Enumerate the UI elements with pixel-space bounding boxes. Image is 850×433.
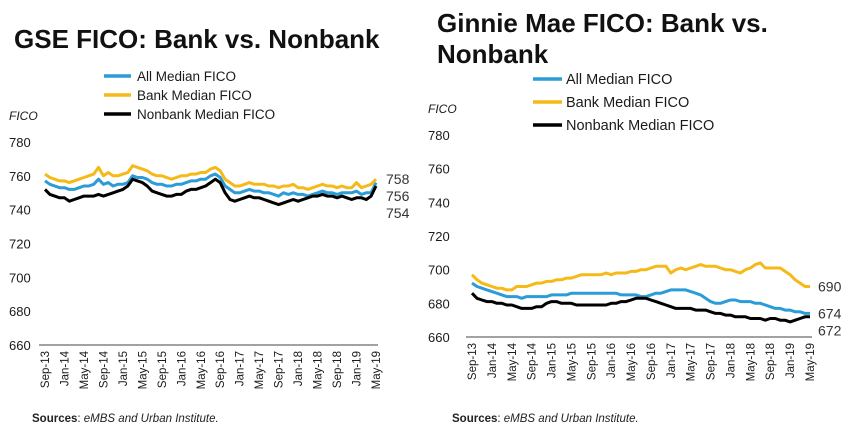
ginnie-mae-fico-panel: Ginnie Mae FICO: Bank vs. Nonbank All Me… — [410, 0, 850, 433]
y-tick-label: 740 — [428, 195, 450, 210]
sources-note: Sources: eMBS and Urban Institute. — [32, 413, 219, 425]
series-end-label: 754 — [386, 205, 410, 221]
series-line — [470, 261, 810, 292]
y-axis-label: FICO — [9, 109, 38, 123]
x-tick-label: May-17 — [254, 351, 266, 389]
series-end-label: 690 — [818, 279, 842, 295]
x-tick-label: Sep-14 — [98, 350, 110, 388]
x-tick-label: Sep-17 — [706, 343, 718, 380]
legend-label: Nonbank Median FICO — [137, 107, 275, 122]
y-axis-label: FICO — [428, 102, 457, 116]
x-tick-label: Jan-15 — [547, 343, 559, 378]
sources-note: Sources: eMBS and Urban Institute. — [452, 413, 639, 425]
x-tick-label: Jan-17 — [235, 351, 247, 386]
x-tick-label: Sep-17 — [274, 351, 286, 388]
series-end-label: 756 — [386, 188, 410, 204]
x-tick-label: Jan-16 — [176, 351, 188, 386]
x-tick-label: Jan-18 — [725, 343, 737, 378]
legend-label: Bank Median FICO — [566, 95, 689, 111]
legend-label: Bank Median FICO — [137, 88, 252, 103]
sources-text: eMBS and Urban Institute. — [503, 413, 639, 425]
ginnie-mae-fico-chart: All Median FICO Bank Median FICO Nonbank M… — [428, 72, 842, 381]
sources-label: Sources — [32, 413, 78, 425]
gse-fico-panel: GSE FICO: Bank vs. Nonbank All Median FI… — [0, 0, 410, 433]
sources-text: eMBS and Urban Institute. — [83, 413, 219, 425]
legend-label: All Median FICO — [137, 69, 236, 84]
x-tick-label: May-17 — [686, 343, 698, 381]
x-tick-label: Sep-13 — [467, 343, 479, 380]
series-line — [43, 177, 378, 207]
x-tick-label: May-18 — [745, 343, 757, 381]
x-tick-label: May-16 — [626, 343, 638, 381]
series-line — [470, 292, 810, 324]
y-tick-label: 700 — [428, 263, 450, 278]
y-tick-label: 760 — [428, 162, 450, 177]
x-tick-label: Sep-15 — [586, 343, 598, 380]
sources-label: Sources — [452, 413, 498, 425]
gse-fico-chart: All Median FICO Bank Median FICO Nonbank M… — [9, 69, 410, 389]
y-tick-label: 660 — [428, 330, 450, 345]
x-tick-label: May-19 — [371, 351, 383, 389]
x-tick-label: Jan-14 — [487, 342, 499, 378]
y-tick-label: 780 — [428, 128, 450, 143]
x-tick-label: Jan-17 — [666, 343, 678, 378]
legend-label: All Median FICO — [566, 72, 672, 88]
series-end-label: 672 — [818, 322, 842, 338]
x-tick-label: Jan-16 — [606, 343, 618, 378]
x-tick-label: Sep-15 — [157, 351, 169, 388]
y-tick-label: 660 — [9, 338, 31, 353]
series-line — [44, 164, 378, 191]
x-tick-label: May-14 — [507, 342, 519, 381]
legend-label: Nonbank Median FICO — [566, 118, 714, 134]
series-line — [471, 281, 810, 315]
x-tick-label: Sep-14 — [527, 342, 539, 380]
y-tick-label: 780 — [9, 135, 31, 150]
x-tick-label: Jan-14 — [59, 350, 71, 386]
y-tick-label: 680 — [9, 304, 31, 319]
x-tick-label: Jan-18 — [293, 351, 305, 386]
y-tick-label: 700 — [9, 270, 31, 285]
series-end-label: 674 — [818, 305, 842, 321]
y-tick-label: 760 — [9, 169, 31, 184]
x-tick-label: Jan-19 — [352, 351, 364, 386]
x-tick-label: May-15 — [137, 351, 149, 389]
y-tick-label: 720 — [9, 237, 31, 252]
x-tick-label: Sep-16 — [646, 343, 658, 380]
y-tick-label: 740 — [9, 203, 31, 218]
x-tick-label: May-16 — [196, 351, 208, 389]
y-tick-label: 680 — [428, 296, 450, 311]
chart-title: GSE FICO: Bank vs. Nonbank — [14, 24, 380, 54]
x-tick-label: Jan-15 — [118, 351, 130, 386]
x-tick-label: May-15 — [566, 343, 578, 381]
series-end-label: 758 — [386, 171, 410, 187]
x-tick-label: Jan-19 — [785, 343, 797, 378]
x-tick-label: Sep-18 — [765, 343, 777, 380]
series-line — [44, 172, 378, 198]
x-tick-label: Sep-18 — [332, 351, 344, 388]
x-tick-label: May-14 — [79, 350, 91, 389]
x-tick-label: May-18 — [313, 351, 325, 389]
x-tick-label: Sep-13 — [40, 351, 52, 388]
x-tick-label: Sep-16 — [215, 351, 227, 388]
y-tick-label: 720 — [428, 229, 450, 244]
chart-title: Ginnie Mae FICO: Bank vs. Nonbank — [437, 8, 768, 69]
x-tick-label: May-19 — [805, 343, 817, 381]
